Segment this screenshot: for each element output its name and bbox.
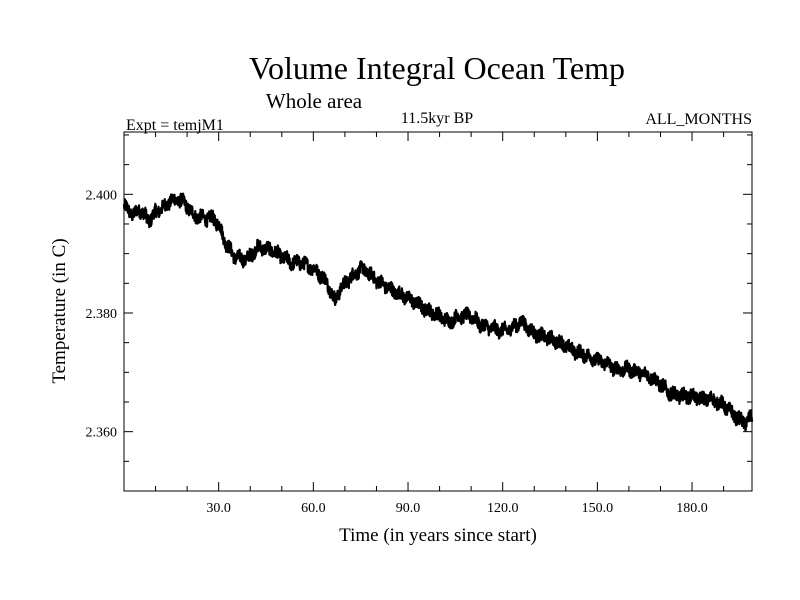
chart-title: Volume Integral Ocean Temp	[249, 50, 625, 86]
y-axis-label: Temperature (in C)	[49, 238, 70, 383]
major-ticks	[124, 132, 752, 491]
y-tick-label: 2.360	[86, 426, 118, 441]
months-label: ALL_MONTHS	[645, 111, 752, 128]
y-tick-label: 2.400	[86, 188, 118, 203]
x-tick-label: 180.0	[676, 501, 708, 516]
minor-ticks	[123, 132, 752, 492]
x-tick-label: 30.0	[206, 501, 231, 516]
x-axis-label: Time (in years since start)	[339, 525, 537, 546]
x-tick-label: 150.0	[582, 501, 614, 516]
x-tick-label: 120.0	[487, 501, 519, 516]
series-layer	[122, 192, 754, 432]
period-label: 11.5kyr BP	[401, 110, 473, 127]
y-tick-label: 2.380	[86, 307, 118, 322]
x-tick-label: 60.0	[301, 501, 326, 516]
tick-labels: 30.0 60.0 90.0 120.0 150.0 180.0 2.360 2.380 2.4…	[86, 188, 708, 516]
plot-frame	[123, 131, 753, 492]
temperature-series-line	[122, 192, 754, 432]
experiment-label: Expt = temjM1	[126, 117, 224, 134]
chart-subtitle: Whole area	[266, 89, 363, 113]
x-tick-label: 90.0	[396, 501, 421, 516]
